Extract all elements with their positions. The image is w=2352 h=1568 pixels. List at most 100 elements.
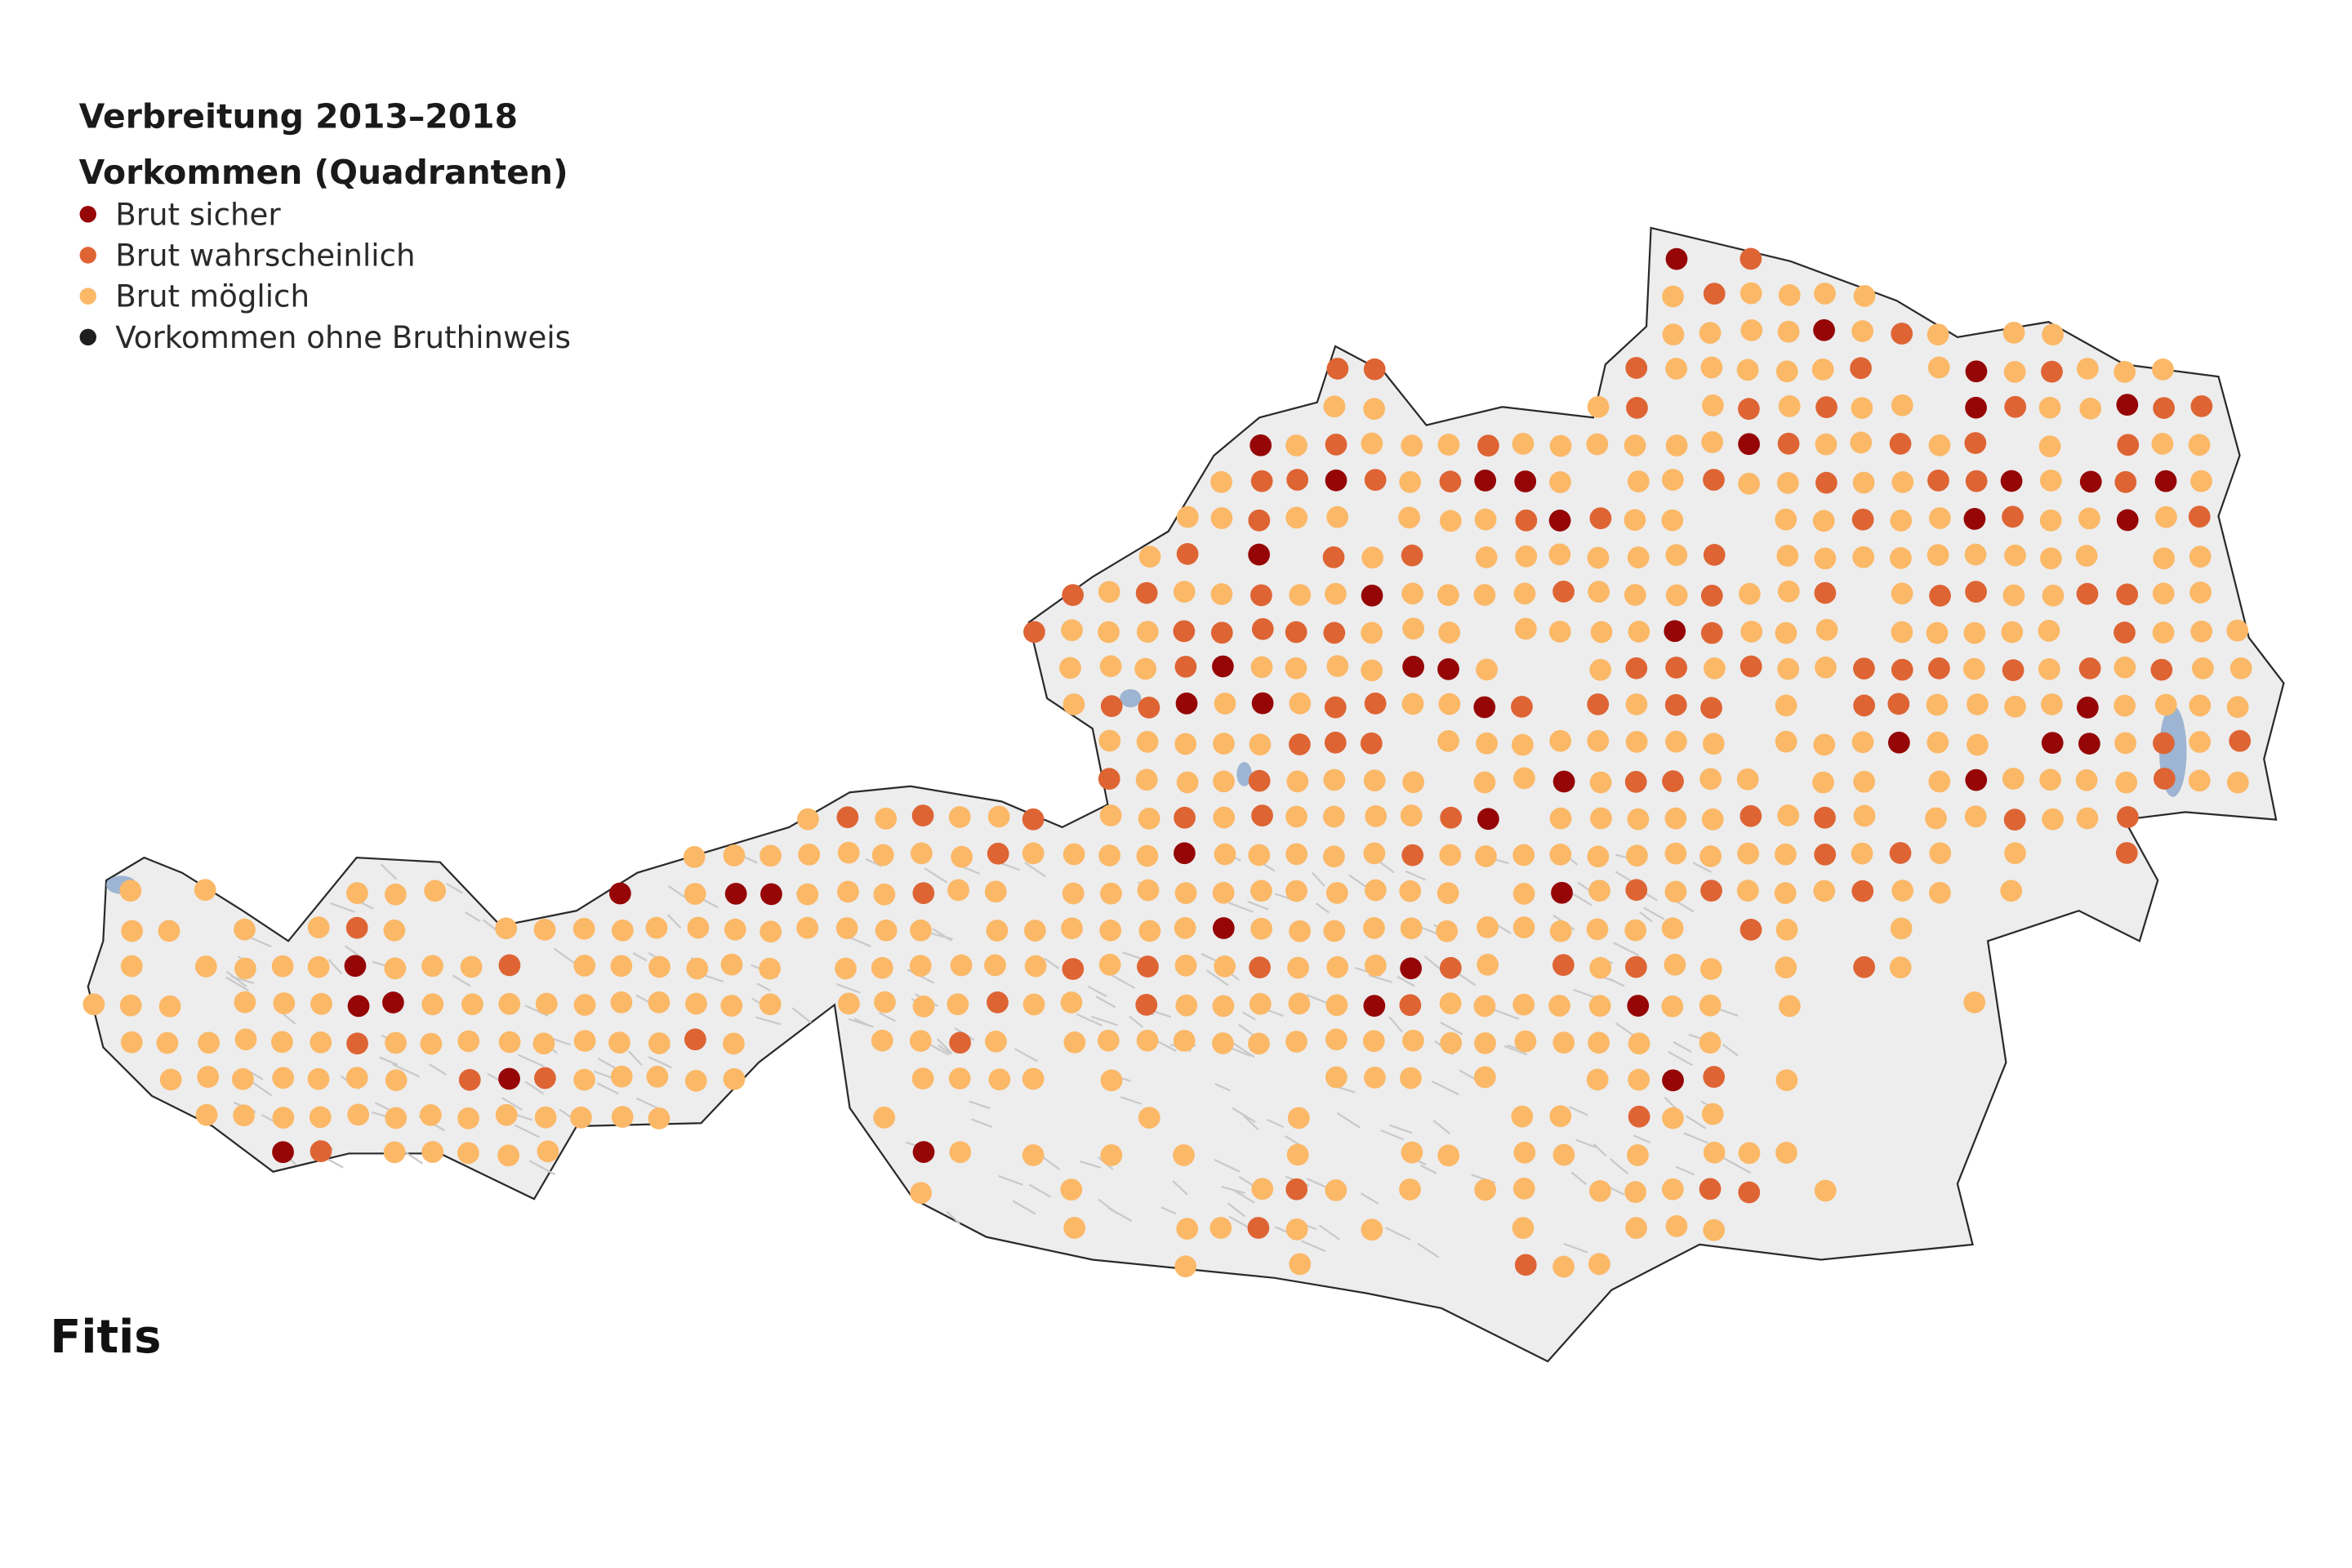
occurrence-dot	[1513, 582, 1536, 605]
occurrence-dot	[1774, 882, 1797, 904]
legend-subtitle: Vorkommen (Quadranten)	[79, 153, 568, 192]
occurrence-dot	[1813, 733, 1836, 756]
occurrence-dot	[686, 957, 709, 980]
occurrence-dot	[1098, 844, 1120, 866]
occurrence-dot	[1627, 546, 1650, 568]
relief-stroke	[225, 976, 250, 992]
occurrence-dot	[1249, 956, 1271, 979]
relief-stroke	[848, 1018, 874, 1028]
occurrence-dot	[1775, 694, 1797, 717]
occurrence-dot	[1173, 1030, 1196, 1052]
occurrence-dot	[2002, 768, 2025, 790]
occurrence-dot	[2153, 547, 2175, 570]
occurrence-dot	[1967, 733, 1989, 756]
relief-stroke	[446, 882, 463, 894]
occurrence-dot	[1363, 916, 1385, 939]
occurrence-dot	[1360, 732, 1383, 755]
occurrence-dot	[987, 842, 1009, 865]
occurrence-dot	[1326, 506, 1349, 528]
occurrence-dot	[1549, 1105, 1572, 1128]
occurrence-dot	[120, 1031, 143, 1054]
occurrence-dot	[1438, 621, 1461, 644]
relief-stroke	[1242, 1115, 1259, 1131]
occurrence-dot	[1363, 995, 1386, 1018]
occurrence-dot	[1399, 1178, 1421, 1200]
occurrence-dot	[1699, 1031, 1722, 1054]
occurrence-dot	[1852, 546, 1875, 568]
occurrence-dot	[1891, 658, 1913, 681]
relief-stroke	[1610, 1158, 1629, 1175]
occurrence-dot	[1549, 434, 1572, 457]
occurrence-dot	[2041, 693, 2063, 715]
occurrence-dot	[610, 955, 633, 978]
relief-stroke	[1160, 1206, 1177, 1215]
occurrence-dot	[948, 806, 971, 828]
occurrence-dot	[1891, 471, 1914, 493]
occurrence-dot	[498, 1067, 520, 1090]
occurrence-dot	[1662, 770, 1684, 793]
occurrence-dot	[1474, 508, 1497, 531]
relief-stroke	[1563, 1242, 1588, 1254]
occurrence-dot	[984, 880, 1007, 903]
occurrence-dot	[1437, 1144, 1460, 1167]
occurrence-dot	[2001, 621, 2024, 644]
occurrence-dot	[1400, 804, 1423, 827]
occurrence-dot	[2114, 470, 2137, 493]
occurrence-dot	[1213, 806, 1236, 829]
occurrence-dot	[2004, 395, 2027, 418]
occurrence-dot	[1323, 768, 1346, 791]
relief-stroke	[853, 1018, 868, 1027]
occurrence-dot	[1174, 806, 1196, 829]
occurrence-dot	[1590, 807, 1612, 830]
occurrence-dot	[1589, 956, 1612, 979]
occurrence-dot	[1514, 1254, 1537, 1276]
relief-stroke	[1242, 1011, 1256, 1021]
occurrence-dot	[1552, 581, 1575, 603]
occurrence-dot	[1736, 768, 1759, 791]
relief-stroke	[999, 862, 1021, 871]
relief-stroke	[932, 928, 952, 942]
occurrence-dot	[1248, 1032, 1270, 1055]
occurrence-dot	[1135, 993, 1158, 1016]
occurrence-dot	[985, 1030, 1007, 1053]
occurrence-dot	[720, 953, 743, 976]
occurrence-dot	[1098, 768, 1120, 791]
occurrence-dot	[1625, 657, 1648, 679]
relief-stroke	[1420, 1165, 1437, 1174]
occurrence-dot	[1285, 621, 1307, 644]
occurrence-dot	[1740, 621, 1763, 643]
occurrence-dot	[1402, 617, 1424, 640]
relief-stroke	[632, 952, 648, 962]
occurrence-dot	[2114, 656, 2136, 679]
occurrence-dot	[533, 918, 556, 941]
occurrence-dot	[797, 808, 819, 831]
occurrence-dot	[874, 991, 896, 1013]
relief-stroke	[379, 1056, 399, 1066]
occurrence-dot	[1210, 507, 1233, 529]
occurrence-dot	[572, 917, 595, 940]
occurrence-dot	[2190, 620, 2213, 643]
occurrence-dot	[1700, 621, 1723, 644]
occurrence-dot	[1737, 842, 1760, 865]
relief-stroke	[1232, 1107, 1257, 1124]
occurrence-dot	[1512, 433, 1535, 455]
occurrence-dot	[1962, 657, 1985, 680]
occurrence-dot	[1176, 506, 1199, 528]
occurrence-dot	[1586, 433, 1609, 456]
occurrence-dot	[1477, 953, 1499, 976]
occurrence-dot	[1289, 920, 1311, 942]
relief-stroke	[1609, 978, 1625, 987]
occurrence-dot	[497, 1144, 520, 1167]
relief-stroke	[1076, 1013, 1102, 1027]
occurrence-dot	[1022, 842, 1045, 865]
occurrence-dot	[1967, 693, 1989, 715]
occurrence-dot	[1851, 320, 1873, 342]
occurrence-dot	[1662, 285, 1684, 308]
occurrence-dot	[760, 883, 782, 906]
occurrence-dot	[1474, 1178, 1497, 1201]
occurrence-dot	[1703, 544, 1726, 566]
occurrence-dot	[1700, 585, 1723, 607]
occurrence-dot	[1662, 1069, 1684, 1092]
occurrence-dot	[1926, 693, 1949, 716]
